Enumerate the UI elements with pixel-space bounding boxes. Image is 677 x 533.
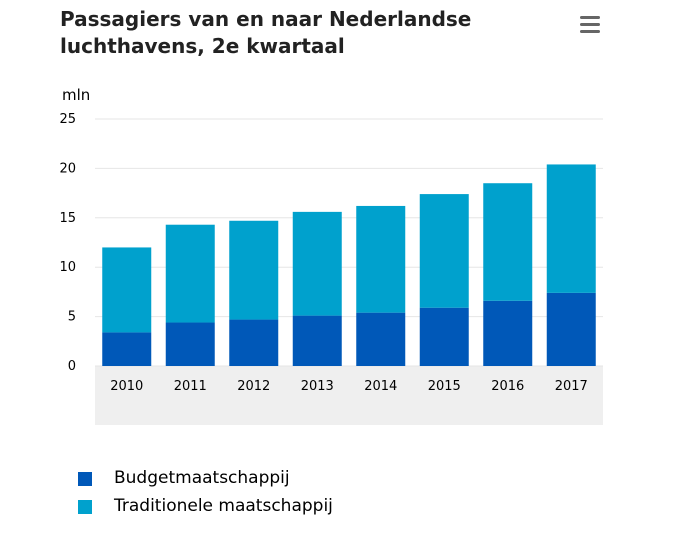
bar-budget [483,300,533,366]
y-tick-label: 0 [68,359,76,374]
legend-label-traditionele-maatschappij: Traditionele maatschappij [114,496,333,516]
bar-budget [229,319,279,366]
chart-menu-button[interactable] [576,12,604,38]
bar-traditioneel [229,220,279,320]
y-tick-label: 5 [68,310,76,325]
chart-title: Passagiers van en naar Nederlandse lucht… [60,7,472,58]
bar-traditioneel [292,211,342,316]
stacked-bar-chart: 0 5 10 15 20 25 2010 2011 2012 2013 2014 2015 2016 20… [59,112,603,425]
hamburger-menu-icon [580,16,600,33]
x-axis-band [95,366,603,425]
y-tick-label: 20 [59,161,76,176]
y-tick-label: 15 [59,211,76,226]
bar-budget [102,332,152,366]
y-tick-label: 10 [59,260,76,275]
bar-traditioneel [165,224,215,323]
x-tick-label: 2011 [174,379,207,394]
legend-label-budgetmaatschappij: Budgetmaatschappij [114,468,290,488]
x-tick-label: 2010 [110,379,143,394]
y-axis-unit-label: mln [62,86,91,104]
bar-budget [165,322,215,366]
bar-traditioneel [483,183,533,301]
bar-traditioneel [419,194,469,308]
x-tick-label: 2013 [301,379,334,394]
y-tick-label: 25 [59,112,76,127]
x-tick-label: 2012 [237,379,270,394]
legend-swatch-budgetmaatschappij [78,472,92,486]
bar-budget [356,312,406,366]
bar-traditioneel [546,164,596,293]
x-tick-label: 2017 [555,379,588,394]
bar-traditioneel [102,247,152,333]
bar-budget [546,292,596,366]
x-tick-label: 2014 [364,379,397,394]
bar-traditioneel [356,205,406,313]
x-tick-label: 2015 [428,379,461,394]
legend-swatch-traditionele-maatschappij [78,500,92,514]
bar-budget [419,307,469,366]
x-tick-label: 2016 [491,379,524,394]
bar-budget [292,315,342,366]
